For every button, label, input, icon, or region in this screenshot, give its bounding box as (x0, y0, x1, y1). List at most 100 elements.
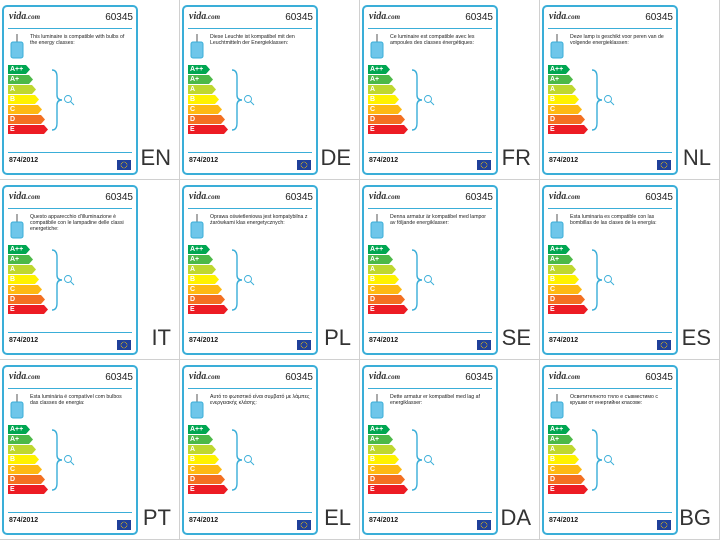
separator-bottom (8, 512, 132, 513)
pendant-lamp-icon (10, 34, 24, 62)
eu-flag-icon (117, 337, 131, 350)
eu-flag-icon (657, 337, 671, 350)
label-cell-da: vida.com 60345 Dette armatur er kompatibel… (360, 360, 540, 540)
energy-class-bar: E (188, 305, 228, 314)
model-number: 60345 (105, 192, 133, 203)
brand-logo: vida.com (369, 191, 400, 202)
energy-class-bar: A+ (548, 75, 573, 84)
energy-class-bar: B (368, 275, 399, 284)
separator-top (548, 208, 672, 209)
model-number: 60345 (645, 372, 673, 383)
separator-top (368, 208, 492, 209)
energy-class-bar: A (188, 445, 216, 454)
brand-logo: vida.com (9, 11, 40, 22)
energy-class-bar: A+ (548, 255, 573, 264)
energy-class-bar: B (548, 95, 579, 104)
energy-class-bar: E (548, 305, 588, 314)
energy-class-letter: D (370, 476, 376, 483)
model-number: 60345 (105, 12, 133, 23)
energy-class-letter: D (10, 476, 16, 483)
energy-class-bar: A++ (8, 425, 30, 434)
label-cell-el: vida.com 60345 Αυτό το φωτιστικό είναι συμ… (180, 360, 360, 540)
energy-class-bars: A++ A+ A B C D E (188, 425, 228, 495)
energy-class-letter: A (10, 86, 16, 93)
energy-class-letter: A+ (550, 436, 560, 443)
energy-label-card: vida.com 60345 Ce luminaire est compatible… (362, 5, 498, 175)
language-code: PT (142, 505, 171, 530)
energy-label-card: vida.com 60345 Deze lamp is geschikt voor … (542, 5, 678, 175)
compatibility-text: Esta luminária é compatível com bulbos d… (30, 394, 122, 406)
brand-suffix: .com (566, 193, 581, 201)
energy-class-letter: D (190, 476, 196, 483)
energy-class-letter: B (190, 456, 196, 463)
bulb-icon (242, 93, 256, 107)
energy-class-bar: E (8, 305, 48, 314)
energy-label-card: vida.com 60345 Αυτό το φωτιστικό είναι συμ… (182, 365, 318, 535)
brace-icon (591, 69, 603, 131)
brand-suffix: .com (26, 193, 41, 201)
bulb-icon (422, 93, 436, 107)
brand-suffix: .com (206, 193, 221, 201)
energy-class-bar: B (548, 275, 579, 284)
eu-flag-icon (297, 337, 311, 350)
brace-icon (411, 429, 423, 491)
energy-class-letter: A+ (190, 256, 200, 263)
energy-label-card: vida.com 60345 Esta luminária é compatível… (2, 365, 138, 535)
energy-class-bar: B (188, 455, 219, 464)
energy-class-letter: A (10, 446, 16, 453)
separator-top (368, 388, 492, 389)
label-cell-pt: vida.com 60345 Esta luminária é compatível… (0, 360, 180, 540)
bulb-icon (422, 453, 436, 467)
energy-class-letter: D (190, 116, 196, 123)
regulation-number: 874/2012 (9, 157, 39, 164)
energy-class-letter: E (370, 126, 375, 133)
energy-class-bar: A+ (188, 75, 213, 84)
energy-class-bar: E (368, 305, 408, 314)
energy-class-bar: D (548, 295, 585, 304)
separator-bottom (188, 512, 312, 513)
energy-class-bar: A+ (188, 435, 213, 444)
eu-flag-icon (477, 337, 491, 350)
bulb-icon (602, 453, 616, 467)
brand-name: vida (9, 191, 27, 202)
label-cell-nl: vida.com 60345 Deze lamp is geschikt voor … (540, 0, 720, 180)
regulation-number: 874/2012 (189, 337, 219, 344)
energy-class-bar: A (188, 265, 216, 274)
model-number: 60345 (285, 372, 313, 383)
energy-class-letter: B (190, 96, 196, 103)
energy-class-bar: C (8, 105, 42, 114)
pendant-lamp-icon (10, 394, 24, 422)
brace-icon (231, 69, 243, 131)
brand-name: vida (369, 191, 387, 202)
energy-class-bars: A++ A+ A B C D E (548, 425, 588, 495)
energy-class-bar: C (8, 285, 42, 294)
bulb-icon (62, 453, 76, 467)
energy-class-bar: C (368, 105, 402, 114)
energy-class-letter: A (190, 86, 196, 93)
energy-class-letter: B (190, 276, 196, 283)
separator-bottom (368, 152, 492, 153)
regulation-number: 874/2012 (189, 157, 219, 164)
separator-bottom (8, 152, 132, 153)
pendant-lamp-icon (190, 34, 204, 62)
brand-suffix: .com (386, 13, 401, 21)
language-code: NL (682, 145, 711, 170)
brand-logo: vida.com (369, 371, 400, 382)
energy-class-bar: D (8, 475, 45, 484)
brand-suffix: .com (206, 373, 221, 381)
energy-class-bar: A (368, 85, 396, 94)
energy-class-bar: A (548, 265, 576, 274)
compatibility-text: Denna armatur är kompatibel med lampor a… (390, 214, 487, 226)
energy-class-bar: E (368, 125, 408, 134)
separator-top (188, 28, 312, 29)
energy-class-letter: A+ (550, 76, 560, 83)
energy-label-card: vida.com 60345 Oprawa oświetleniowa jest k… (182, 185, 318, 355)
brand-logo: vida.com (189, 371, 220, 382)
regulation-number: 874/2012 (369, 517, 399, 524)
separator-bottom (548, 512, 672, 513)
energy-class-letter: A+ (190, 436, 200, 443)
energy-class-bar: A (548, 85, 576, 94)
energy-class-bar: A++ (368, 425, 390, 434)
energy-class-letter: A (370, 446, 376, 453)
